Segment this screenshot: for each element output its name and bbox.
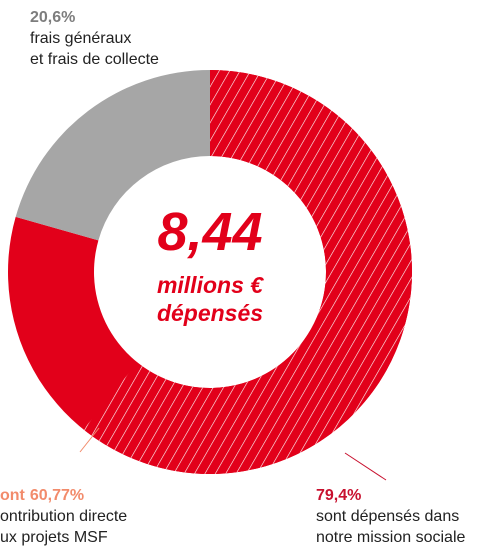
value-label: 20,6% xyxy=(30,9,75,26)
description: ux projets MSF xyxy=(0,529,108,546)
center-title: 8,44 xyxy=(157,202,262,262)
label-value: 60,77% xyxy=(30,487,84,504)
description: sont dépensés dans xyxy=(316,508,459,525)
value-label: 79,4% xyxy=(316,487,361,504)
center-subtitle: millions € xyxy=(157,272,264,298)
labels: 79,4% sont dépensés dans notre mission soc… xyxy=(0,9,466,546)
label-prefix: ont xyxy=(0,487,26,504)
value-label: ont 60,77% xyxy=(0,487,84,504)
description: et frais de collecte xyxy=(30,51,159,68)
description: notre mission sociale xyxy=(316,529,466,546)
description: ontribution directe xyxy=(0,508,127,525)
slice xyxy=(15,70,210,241)
leader-line xyxy=(79,427,100,453)
donut xyxy=(8,70,412,474)
leader-line xyxy=(344,452,387,481)
sub-slice xyxy=(83,70,412,474)
center-subtitle: dépensés xyxy=(157,300,263,326)
description: frais généraux xyxy=(30,30,131,47)
